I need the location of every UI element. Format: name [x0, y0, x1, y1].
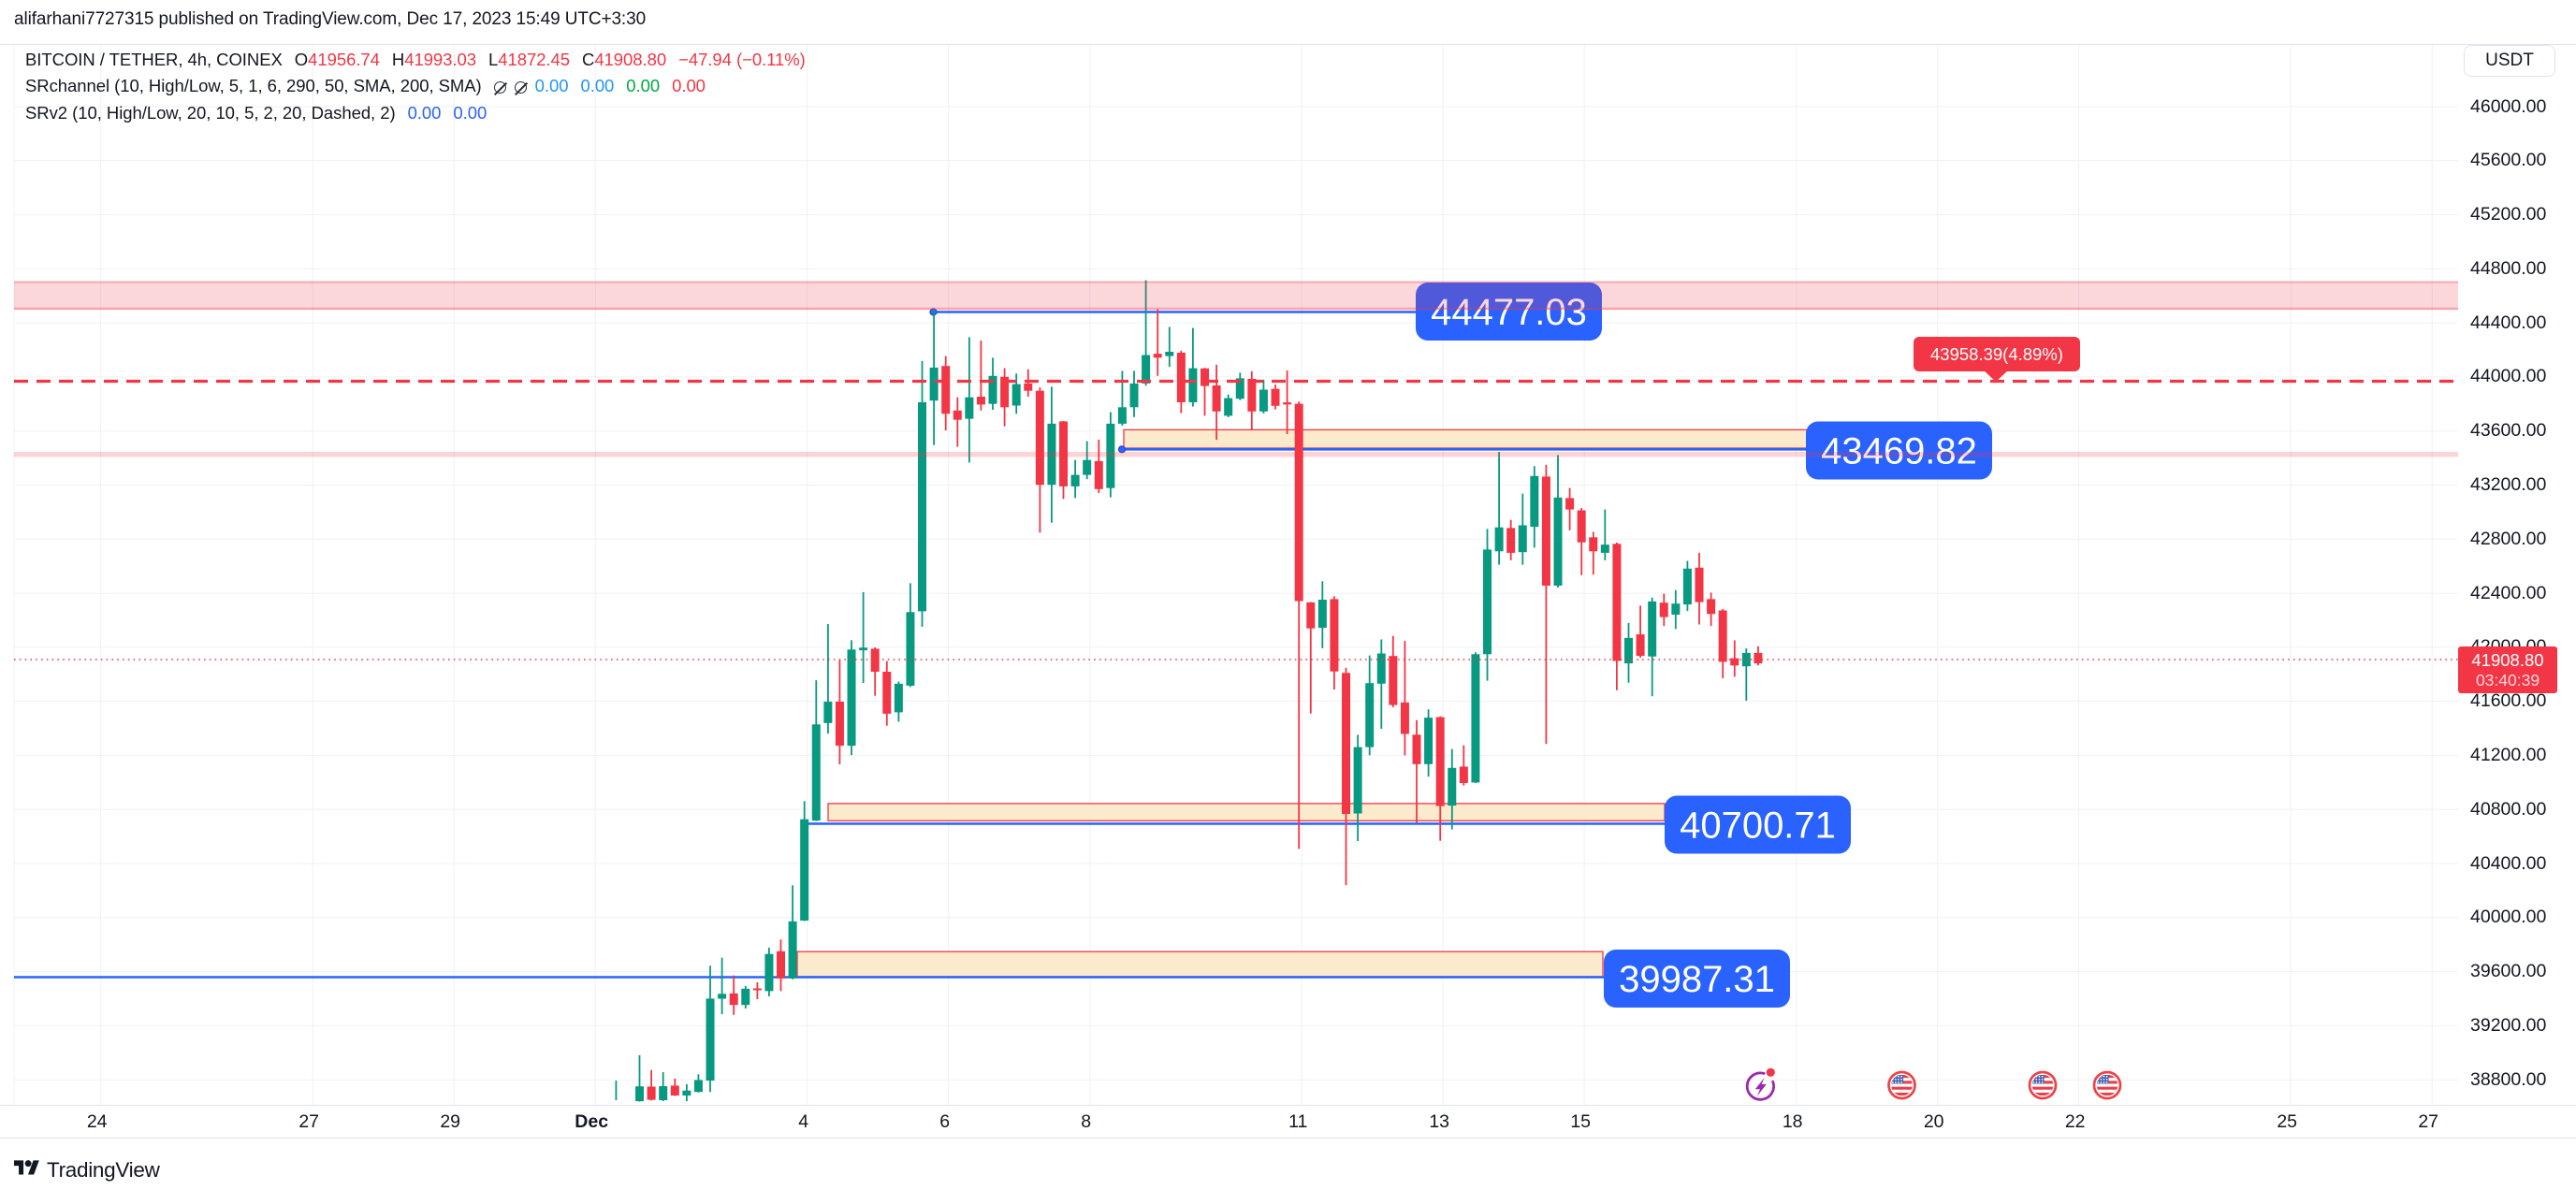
svg-text:40700.71: 40700.71 [1680, 805, 1836, 847]
svg-text:43958.39(4.89%): 43958.39(4.89%) [1930, 344, 2063, 364]
svg-text:43469.82: 43469.82 [1821, 431, 1977, 472]
svg-text:39987.31: 39987.31 [1619, 959, 1775, 1000]
svg-text:44477.03: 44477.03 [1431, 292, 1587, 333]
